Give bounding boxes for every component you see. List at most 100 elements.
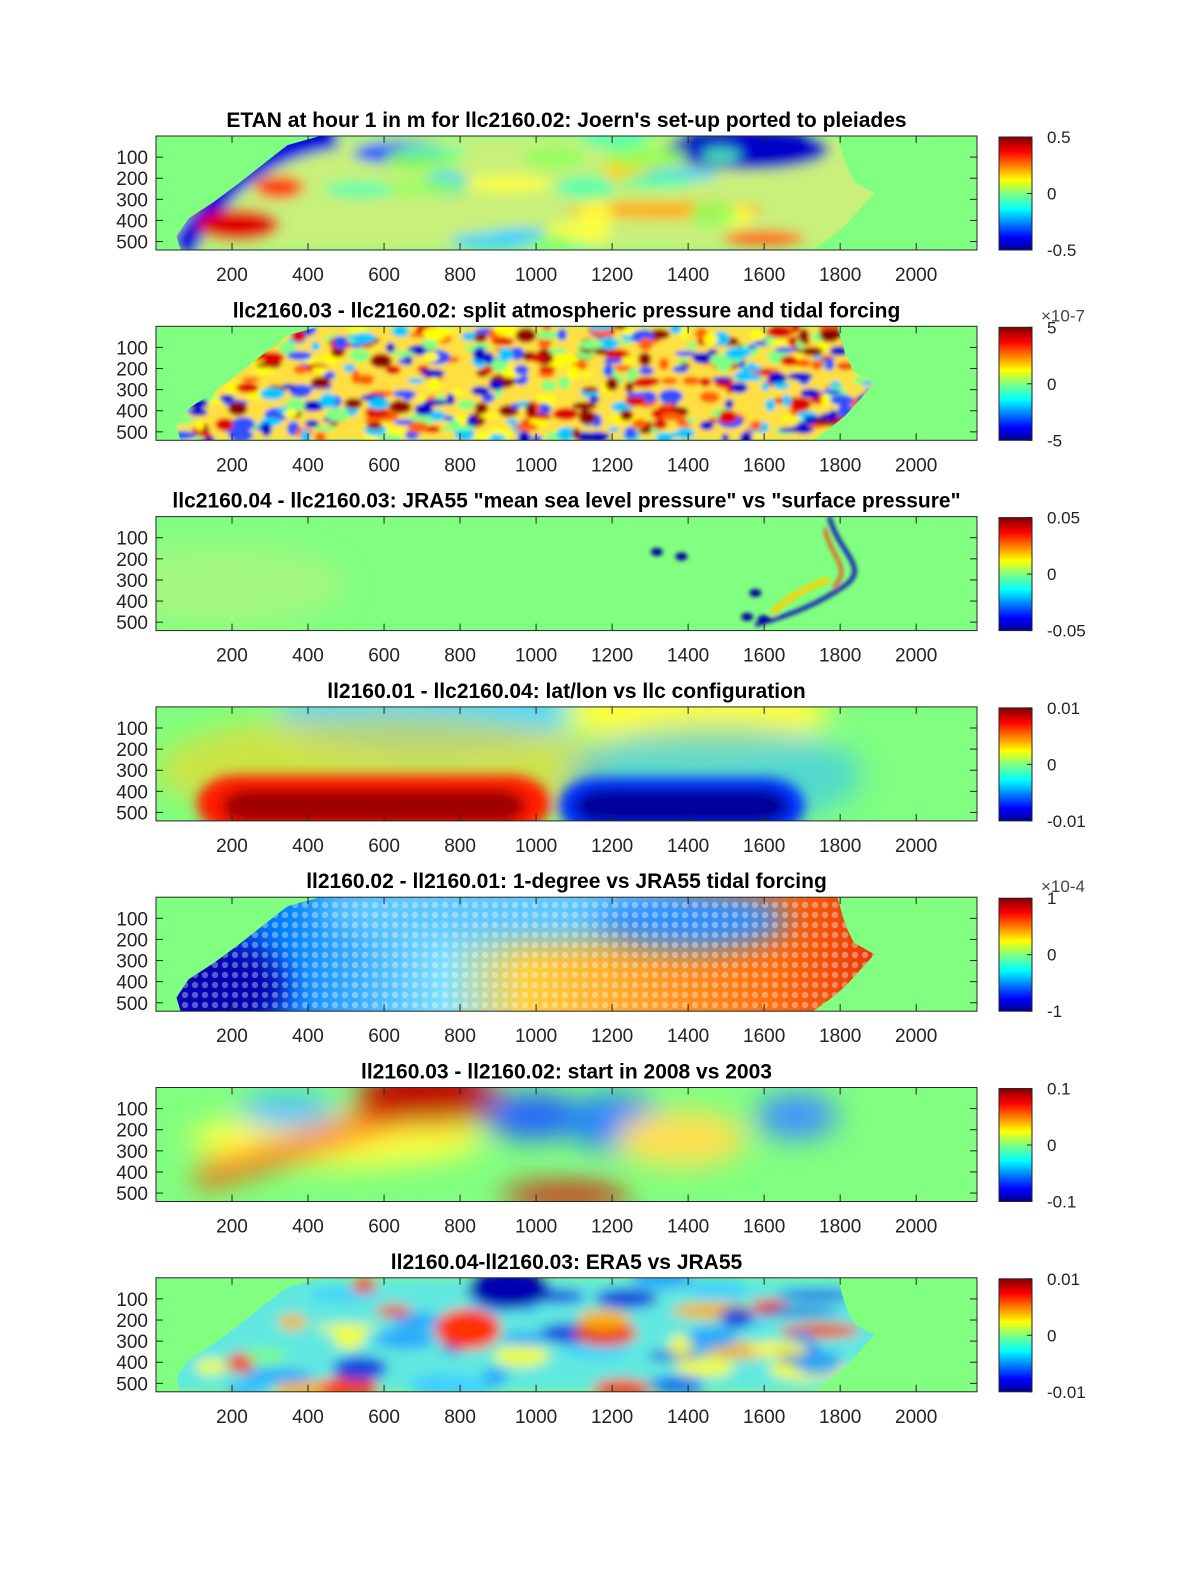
colorbar-tick-label: 0.05 [1047,509,1080,528]
x-tick-label: 1000 [515,1217,557,1238]
x-tick-label: 1600 [743,836,785,857]
colorbar-tick-label: -0.05 [1047,622,1086,641]
x-tick-label: 800 [444,1026,476,1047]
colorbar-tick-label: 0 [1047,755,1056,774]
y-tick-label: 300 [116,571,148,592]
colorbar-multiplier: ×10-4 [1041,877,1085,896]
x-tick-label: 600 [368,1217,400,1238]
heatmap-panel-4: ll2160.01 - llc2160.04: lat/lon vs llc c… [116,680,1085,857]
axes-frame [155,516,978,632]
x-tick-label: 1400 [667,646,709,667]
x-tick-label: 1400 [667,1217,709,1238]
x-tick-label: 200 [216,646,248,667]
x-tick-label: 1200 [591,1026,633,1047]
y-tick-label: 500 [116,1184,148,1205]
colorbar-tick-label: -5 [1047,431,1062,450]
x-tick-label: 400 [292,836,324,857]
x-tick-label: 1800 [819,1407,861,1428]
colorbar-tick-label: 0 [1047,1326,1056,1345]
colorbar-tick-label: 0.01 [1047,699,1080,718]
heatmap-field [156,516,857,627]
panel-title: ll2160.03 - ll2160.02: start in 2008 vs … [361,1061,772,1084]
x-tick-label: 200 [216,836,248,857]
y-tick-label: 300 [116,952,148,973]
heatmap-panel-1: ETAN at hour 1 in m for llc2160.02: Joer… [116,109,1076,286]
colorbar-tick-label: 1 [1047,889,1056,908]
x-tick-label: 400 [292,1026,324,1047]
y-tick-label: 100 [116,719,148,740]
colorbar-tick-label: 0 [1047,1136,1056,1155]
x-tick-label: 1600 [743,646,785,667]
y-tick-label: 500 [116,994,148,1015]
axes-frame [155,135,978,251]
x-tick-label: 800 [444,265,476,286]
heatmap-field [188,1087,838,1202]
x-tick-label: 1800 [819,455,861,476]
x-tick-label: 2000 [895,1407,937,1428]
y-tick-label: 400 [116,1163,148,1184]
x-tick-label: 2000 [895,646,937,667]
colorbar-tick-label: -0.5 [1047,241,1076,260]
x-tick-label: 1200 [591,265,633,286]
y-tick-label: 400 [116,1353,148,1374]
x-tick-label: 1600 [743,265,785,286]
panel-title: llc2160.04 - llc2160.03: JRA55 "mean sea… [172,490,960,513]
y-tick-label: 200 [116,360,148,381]
x-tick-label: 1800 [819,1217,861,1238]
x-tick-label: 600 [368,1407,400,1428]
x-tick-label: 200 [216,1217,248,1238]
y-tick-label: 100 [116,1290,148,1311]
x-tick-label: 1800 [819,1026,861,1047]
y-tick-label: 500 [116,1374,148,1395]
y-tick-label: 400 [116,592,148,613]
x-tick-label: 1400 [667,265,709,286]
x-tick-label: 1000 [515,1407,557,1428]
y-tick-label: 100 [116,338,148,359]
colorbar-tick-label: 0 [1047,565,1056,584]
x-tick-label: 1000 [515,646,557,667]
x-tick-label: 1600 [743,1407,785,1428]
y-tick-label: 300 [116,190,148,211]
x-tick-label: 400 [292,646,324,667]
x-tick-label: 2000 [895,265,937,286]
x-tick-label: 2000 [895,455,937,476]
colorbar-tick-label: -0.1 [1047,1193,1076,1212]
x-tick-label: 1600 [743,455,785,476]
colorbar [998,136,1033,251]
x-tick-label: 800 [444,1407,476,1428]
x-tick-label: 2000 [895,1217,937,1238]
y-tick-label: 100 [116,1100,148,1121]
y-tick-label: 200 [116,1311,148,1332]
x-tick-label: 1400 [667,455,709,476]
heatmap-panel-6: ll2160.03 - ll2160.02: start in 2008 vs … [116,1061,1076,1238]
x-tick-label: 600 [368,1026,400,1047]
x-tick-label: 1600 [743,1217,785,1238]
y-tick-label: 300 [116,761,148,782]
x-tick-label: 600 [368,646,400,667]
x-tick-label: 400 [292,1407,324,1428]
colorbar [998,1088,1033,1202]
x-tick-label: 200 [216,265,248,286]
y-tick-label: 400 [116,782,148,803]
colorbar [998,326,1033,441]
heatmap-panel-7: ll2160.04-ll2160.03: ERA5 vs JRA55 200 400… [116,1251,1085,1428]
y-tick-label: 200 [116,1121,148,1142]
y-tick-label: 200 [116,740,148,761]
x-tick-label: 1000 [515,1026,557,1047]
panel-title: ll2160.04-ll2160.03: ERA5 vs JRA55 [391,1251,743,1274]
x-tick-label: 200 [216,1026,248,1047]
x-tick-label: 200 [216,455,248,476]
x-tick-label: 1400 [667,836,709,857]
x-tick-label: 400 [292,455,324,476]
x-tick-label: 1200 [591,1217,633,1238]
x-tick-label: 1800 [819,265,861,286]
x-tick-label: 600 [368,455,400,476]
panel-title: llc2160.03 - llc2160.02: split atmospher… [233,299,901,322]
x-tick-label: 1800 [819,836,861,857]
x-tick-label: 800 [444,455,476,476]
axes-frame [155,896,978,1012]
heatmap-panel-5: ll2160.02 - ll2160.01: 1-degree vs JRA55… [116,870,1085,1047]
panel-title: ll2160.02 - ll2160.01: 1-degree vs JRA55… [306,870,827,893]
panel-title: ETAN at hour 1 in m for llc2160.02: Joer… [226,109,906,132]
